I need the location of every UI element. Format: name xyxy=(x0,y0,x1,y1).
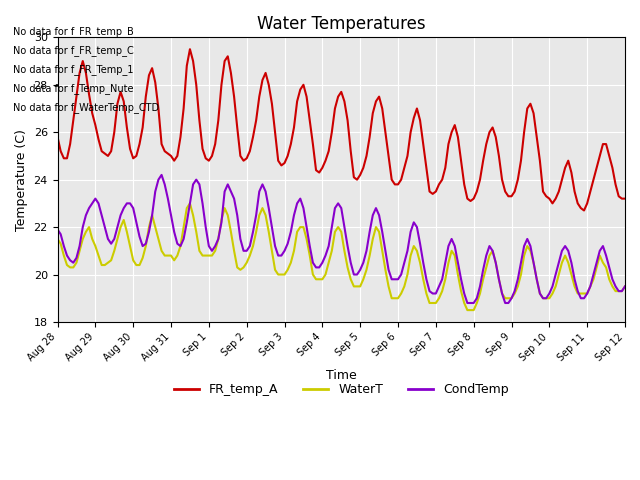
Text: No data for f_FR_temp_C: No data for f_FR_temp_C xyxy=(13,45,134,56)
Y-axis label: Temperature (C): Temperature (C) xyxy=(15,129,28,230)
CondTemp xyxy=(331,205,339,211)
WaterT xyxy=(530,260,538,265)
CondTemp xyxy=(463,300,471,306)
Line: CondTemp: CondTemp xyxy=(58,175,625,303)
WaterT xyxy=(621,284,629,289)
FR_temp_A xyxy=(139,125,147,131)
WaterT xyxy=(186,201,194,206)
CondTemp xyxy=(139,243,147,249)
CondTemp xyxy=(157,172,165,178)
WaterT xyxy=(328,248,335,254)
FR_temp_A xyxy=(101,151,109,156)
Line: FR_temp_A: FR_temp_A xyxy=(58,49,625,211)
CondTemp xyxy=(621,284,629,289)
WaterT xyxy=(101,262,109,268)
FR_temp_A xyxy=(527,101,534,107)
CondTemp xyxy=(530,260,538,265)
WaterT xyxy=(331,229,339,235)
Line: WaterT: WaterT xyxy=(58,204,625,310)
FR_temp_A xyxy=(580,208,588,214)
Text: No data for f_FR_temp_B: No data for f_FR_temp_B xyxy=(13,25,134,36)
Text: No data for f_WaterTemp_CTD: No data for f_WaterTemp_CTD xyxy=(13,102,159,113)
WaterT xyxy=(54,236,61,242)
FR_temp_A xyxy=(621,196,629,202)
CondTemp xyxy=(328,224,335,230)
FR_temp_A xyxy=(331,106,339,111)
WaterT xyxy=(139,255,147,261)
WaterT xyxy=(214,236,222,242)
CondTemp xyxy=(214,236,222,242)
FR_temp_A xyxy=(328,129,335,135)
FR_temp_A xyxy=(54,134,61,140)
Legend: FR_temp_A, WaterT, CondTemp: FR_temp_A, WaterT, CondTemp xyxy=(169,378,514,401)
FR_temp_A xyxy=(214,118,222,123)
CondTemp xyxy=(101,224,109,230)
WaterT xyxy=(463,307,471,313)
Title: Water Temperatures: Water Temperatures xyxy=(257,15,426,33)
X-axis label: Time: Time xyxy=(326,369,356,382)
Text: No data for f_Temp_Nute: No data for f_Temp_Nute xyxy=(13,83,133,94)
CondTemp xyxy=(54,227,61,232)
FR_temp_A xyxy=(186,46,194,52)
Text: No data for f_FR_Temp_1: No data for f_FR_Temp_1 xyxy=(13,64,133,75)
